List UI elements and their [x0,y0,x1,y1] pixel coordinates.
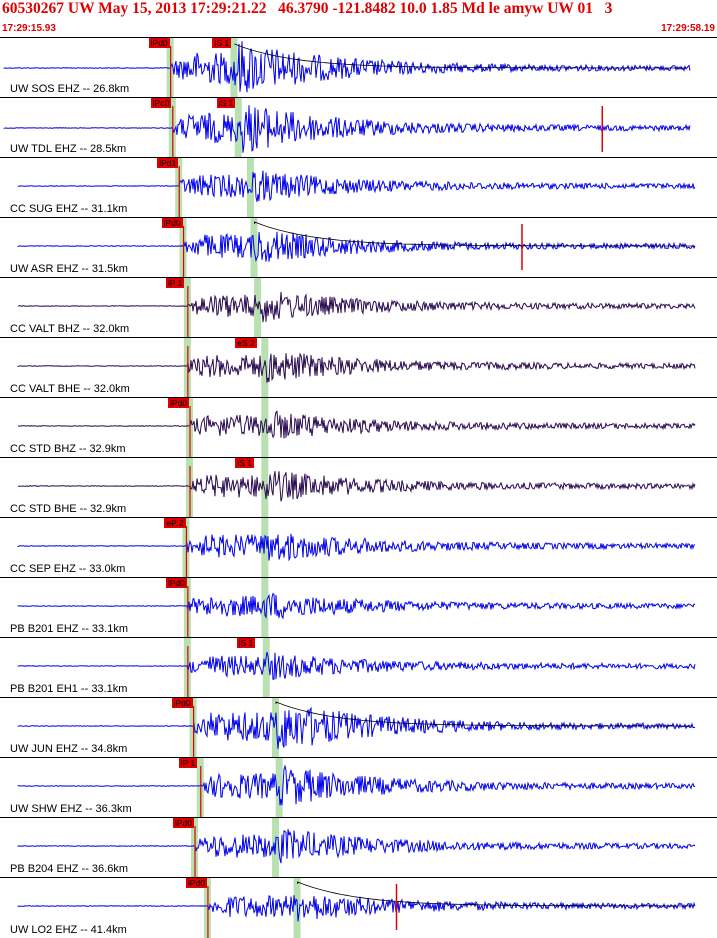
pick-label[interactable]: iPd0 [148,38,170,48]
station-label: CC VALT BHZ -- 32.0km [10,323,130,335]
station-label: UW SOS EHZ -- 26.8km [10,83,130,95]
pick-label[interactable]: eS 2 [235,338,257,348]
seismogram-panel-list: iPd0 iS 1 UW SOS EHZ -- 26.8km iPc0 iS 1 UW T… [0,37,717,938]
waveform-line [17,533,696,562]
seismogram-trace[interactable]: iPd0 iS 1 UW SOS EHZ -- 26.8km [0,37,717,97]
waveform-line [17,592,696,620]
seismogram-trace[interactable]: eS 2 CC VALT BHE -- 32.0km [0,337,717,397]
station-label: PB B204 EHZ -- 36.6km [10,863,128,875]
s-window-highlight [246,158,254,217]
waveform-line [17,895,696,922]
waveform-plot [3,38,691,97]
seismogram-trace[interactable]: iPd0 PB B201 EHZ -- 33.1km [0,577,717,637]
seismogram-trace[interactable]: iPd0 UW JUN EHZ -- 34.8km [0,697,717,757]
seismogram-trace[interactable]: iP 1 CC VALT BHZ -- 32.0km [0,277,717,337]
s-window-highlight [234,98,242,157]
seismogram-trace[interactable]: iP 1 UW SHW EHZ -- 36.3km [0,757,717,817]
pick-label[interactable]: iPd1 [157,158,179,168]
waveform-plot [17,158,696,217]
pick-label[interactable]: iP 1 [178,758,198,768]
station-label: PB B201 EHZ -- 33.1km [10,623,128,635]
pick-label[interactable]: iPd0 [171,698,193,708]
pick-label[interactable]: iPd0 [168,398,190,408]
waveform-plot [17,338,696,397]
station-label: PB B201 EH1 -- 33.1km [10,683,128,695]
seismogram-trace[interactable]: iS 1 CC STD BHE -- 32.9km [0,457,717,517]
seismogram-trace[interactable]: iPd0 UW ASR EHZ -- 31.5km [0,217,717,277]
waveform-plot [17,758,695,817]
waveform-line [17,829,696,864]
s-window-highlight [262,638,270,697]
waveform-line [17,170,696,202]
waveform-plot [17,458,696,517]
station-label: CC STD BHZ -- 32.9km [10,443,126,455]
pick-label[interactable]: iS 1 [236,638,256,648]
coda-decay-curve [297,881,694,907]
pick-label[interactable]: iPd0 [165,578,187,588]
waveform-line [17,764,695,806]
waveform-plot [3,98,691,157]
waveform-line [18,410,696,439]
seismogram-trace[interactable]: iPd0 PB B204 EHZ -- 36.6km [0,817,717,877]
waveform-line [17,231,696,263]
waveform-line [17,706,696,749]
waveform-plot [17,278,696,337]
seismogram-trace[interactable]: iS 1 PB B201 EH1 -- 33.1km [0,637,717,697]
event-title: 60530267 UW May 15, 2013 17:29:21.22 46.… [2,0,613,17]
waveform-plot [17,578,696,637]
pick-label[interactable]: iP 1 [165,278,185,288]
waveform-plot [17,218,696,277]
waveform-line [3,41,691,93]
station-label: UW TDL EHZ -- 28.5km [10,143,127,155]
station-label: UW LO2 EHZ -- 41.4km [10,924,127,936]
event-header: 60530267 UW May 15, 2013 17:29:21.22 46.… [0,0,717,37]
coda-decay-curve [234,43,687,69]
pick-label[interactable]: iPc0 [150,98,172,108]
pick-label[interactable]: iS 1 [235,458,254,468]
s-window-highlight [261,338,269,397]
waveform-plot [17,818,696,877]
waveform-line [17,291,696,323]
s-window-highlight [272,698,280,757]
seismogram-trace[interactable]: iPc0 iS 1 UW TDL EHZ -- 28.5km [0,97,717,157]
seismogram-trace[interactable]: iPd0 CC STD BHZ -- 32.9km [0,397,717,457]
waveform-line [17,352,696,383]
seismogram-trace[interactable]: iPd0 UW LO2 EHZ -- 41.4km [0,877,717,938]
pick-label[interactable]: iPd0 [173,818,195,828]
waveform-plot [18,398,696,457]
waveform-line [17,651,696,680]
station-label: CC SEP EHZ -- 33.0km [10,563,126,575]
seismogram-trace[interactable]: iPd1 CC SUG EHZ -- 31.1km [0,157,717,217]
coda-decay-curve [275,701,693,727]
waveform-plot [17,878,696,938]
waveform-line [3,105,691,153]
station-label: UW ASR EHZ -- 31.5km [10,263,128,275]
pick-label[interactable]: eP 2 [164,518,186,528]
station-label: CC SUG EHZ -- 31.1km [10,203,128,215]
station-label: UW SHW EHZ -- 36.3km [10,803,132,815]
waveform-plot [17,518,696,577]
pick-label[interactable]: iS 1 [216,98,236,108]
station-label: CC VALT BHE -- 32.0km [10,383,130,395]
coda-decay-curve [254,221,695,247]
time-end-label: 17:29:58.19 [661,23,715,34]
waveform-line [17,471,696,502]
s-window-highlight [261,398,269,457]
time-start-label: 17:29:15.93 [2,23,56,34]
waveform-plot [17,638,696,697]
s-window-highlight [261,458,269,517]
waveform-plot [17,698,696,757]
seismogram-trace[interactable]: eP 2 CC SEP EHZ -- 33.0km [0,517,717,577]
station-label: CC STD BHE -- 32.9km [10,503,127,515]
pick-label[interactable]: iPd0 [161,218,183,228]
pick-label[interactable]: iPd0 [185,878,207,888]
station-label: UW JUN EHZ -- 34.8km [10,743,128,755]
pick-label[interactable]: iS 1 [212,38,232,48]
